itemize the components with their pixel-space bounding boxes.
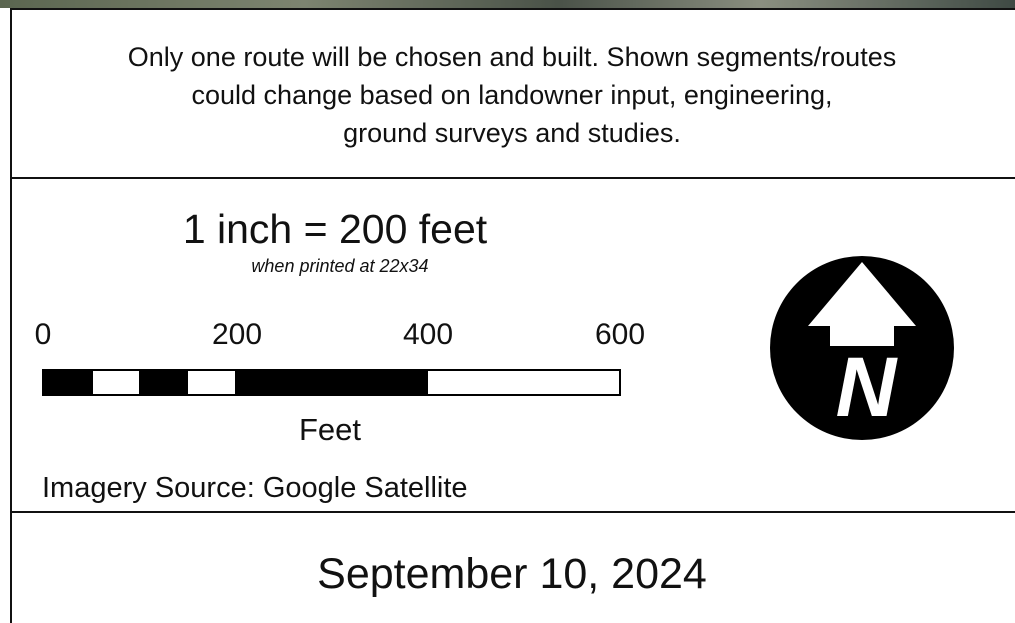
scale-label: 600	[595, 318, 645, 352]
scale-units: Feet	[230, 412, 430, 448]
map-legend-page: {"note": {"lines": ["Only one route will…	[0, 0, 1015, 623]
imagery-strip	[0, 0, 1015, 8]
scale-bar-segment	[139, 370, 188, 395]
scale-text: 1 inch = 200 feet	[160, 206, 510, 253]
north-label: N	[836, 340, 899, 434]
scale-bar-segment	[235, 370, 428, 395]
note-line: could change based on landowner input, e…	[12, 76, 1012, 114]
date: September 10, 2024	[12, 550, 1012, 599]
print-note: when printed at 22x34	[160, 256, 520, 277]
note-line: Only one route will be chosen and built.…	[12, 38, 1012, 76]
scale-label: 0	[35, 318, 52, 352]
note-line: ground surveys and studies.	[12, 114, 1012, 152]
divider	[10, 511, 1015, 513]
north-arrow: N	[768, 254, 958, 444]
scale-label: 400	[403, 318, 453, 352]
scale-bar	[40, 366, 625, 398]
route-note: Only one route will be chosen and built.…	[12, 38, 1012, 152]
imagery-source: Imagery Source: Google Satellite	[42, 472, 468, 505]
scale-label: 200	[212, 318, 262, 352]
scale-bar-segment	[43, 370, 93, 395]
divider	[10, 177, 1015, 179]
